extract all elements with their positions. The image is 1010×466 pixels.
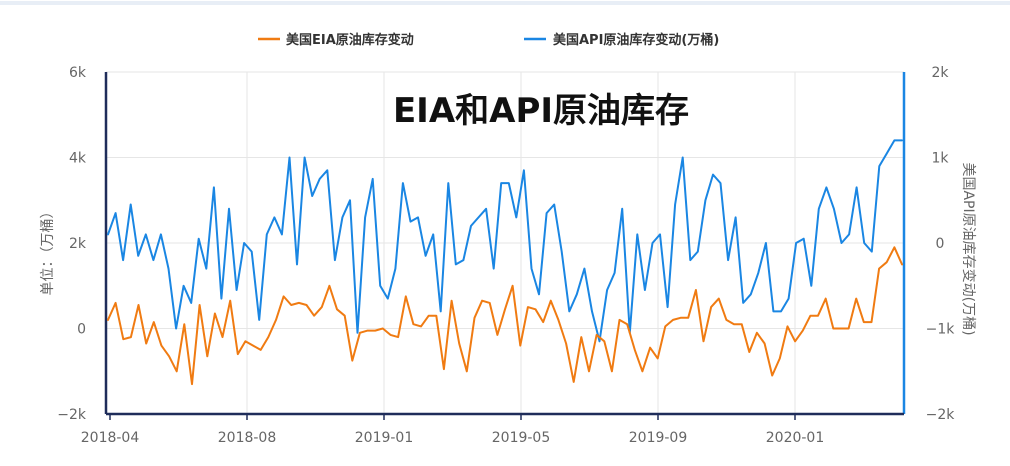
y-left-tick-label: 0 — [77, 322, 86, 338]
y-right-tick-label: −1k — [926, 322, 956, 338]
y-left-tick-label: 2k — [69, 236, 87, 252]
legend-api-label[interactable]: 美国API原油库存变动(万桶) — [553, 32, 719, 48]
x-tick-label: 2019-05 — [492, 430, 551, 446]
x-tick-label: 2020-01 — [766, 430, 825, 446]
y-left-tick-labels: −2k 0 2k 4k 6k — [57, 65, 87, 423]
y-right-axis-label: 美国API原油库存变动(万桶) — [960, 162, 976, 335]
x-tick-label: 2019-01 — [355, 430, 414, 446]
y-left-tick-label: −2k — [57, 407, 87, 423]
y-right-tick-labels: −2k −1k 0 1k 2k — [926, 65, 956, 423]
x-tick-label: 2019-09 — [629, 430, 688, 446]
x-tick-label: 2018-04 — [81, 430, 140, 446]
y-right-tick-label: −2k — [926, 407, 956, 423]
x-tick-label: 2018-08 — [218, 430, 277, 446]
series-eia-line — [107, 246, 903, 386]
legend: 美国EIA原油库存变动 美国API原油库存变动(万桶) — [258, 32, 719, 48]
y-right-tick-label: 1k — [931, 151, 949, 167]
grid-lines — [106, 71, 904, 414]
y-right-tick-label: 2k — [931, 65, 949, 81]
legend-eia-label[interactable]: 美国EIA原油库存变动 — [286, 32, 414, 48]
chart-title: EIA和API原油库存 — [393, 91, 689, 131]
y-left-tick-label: 4k — [69, 151, 87, 167]
y-right-tick-label: 0 — [936, 236, 945, 252]
y-left-tick-label: 6k — [69, 65, 87, 81]
series-layer — [107, 139, 903, 386]
y-left-axis-label: 单位：（万桶） — [40, 205, 56, 296]
x-tick-labels: 2018-04 2018-08 2019-01 2019-05 2019-09 2020-… — [81, 414, 825, 446]
series-api-line — [107, 139, 903, 343]
